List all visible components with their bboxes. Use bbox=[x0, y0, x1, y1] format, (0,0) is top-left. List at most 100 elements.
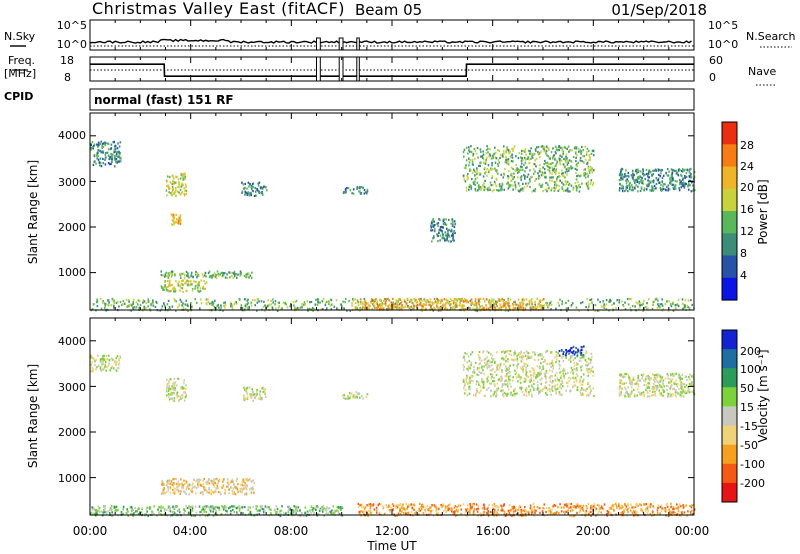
heatmap-cell bbox=[188, 507, 191, 510]
heatmap-cell bbox=[361, 301, 364, 304]
heatmap-cell bbox=[501, 357, 503, 360]
heatmap-cell bbox=[435, 301, 437, 304]
heatmap-cell bbox=[264, 505, 267, 508]
heatmap-cell bbox=[518, 190, 521, 193]
heatmap-cell bbox=[638, 176, 641, 179]
heatmap-cell bbox=[178, 182, 180, 185]
heatmap-cell bbox=[529, 180, 531, 183]
heatmap-cell bbox=[654, 393, 656, 396]
heatmap-cell bbox=[468, 150, 471, 153]
heatmap-cell bbox=[167, 387, 170, 390]
heatmap-cell bbox=[681, 377, 683, 380]
heatmap-cell bbox=[679, 183, 681, 186]
heatmap-cell bbox=[177, 509, 180, 512]
heatmap-cell bbox=[132, 307, 135, 311]
heatmap-cell bbox=[478, 363, 481, 366]
heatmap-cell bbox=[230, 303, 233, 306]
heatmap-cell bbox=[199, 479, 201, 482]
heatmap-cell bbox=[102, 157, 104, 161]
heatmap-cell bbox=[646, 390, 649, 393]
heatmap-cell bbox=[208, 487, 210, 490]
heatmap-cell bbox=[451, 218, 453, 221]
heatmap-cell bbox=[481, 386, 484, 389]
heatmap-cell bbox=[276, 508, 279, 511]
heatmap-cell bbox=[494, 161, 497, 164]
heatmap-cell bbox=[451, 238, 454, 242]
heatmap-cell bbox=[558, 184, 560, 188]
heatmap-cell bbox=[394, 305, 397, 308]
heatmap-cell bbox=[493, 180, 496, 183]
heatmap-cell bbox=[494, 146, 496, 149]
heatmap-cell bbox=[465, 307, 468, 310]
heatmap-cell bbox=[280, 307, 283, 310]
heatmap-cell bbox=[540, 354, 542, 357]
heatmap-cell bbox=[453, 298, 456, 301]
heatmap-cell bbox=[670, 174, 673, 177]
heatmap-cell bbox=[619, 373, 622, 376]
heatmap-cell bbox=[476, 367, 479, 370]
heatmap-cell bbox=[171, 305, 174, 308]
heatmap-cell bbox=[179, 217, 181, 220]
heatmap-cell bbox=[170, 270, 173, 273]
heatmap-cell bbox=[251, 394, 253, 397]
heatmap-cell bbox=[559, 157, 561, 160]
heatmap-cell bbox=[624, 172, 626, 176]
heatmap-cell bbox=[452, 308, 454, 311]
heatmap-cell bbox=[103, 505, 105, 509]
heatmap-cell bbox=[344, 189, 347, 192]
heatmap-cell bbox=[493, 390, 496, 393]
heatmap-cell bbox=[537, 374, 540, 377]
heatmap-cell bbox=[324, 508, 326, 511]
heatmap-cell bbox=[104, 511, 106, 514]
heatmap-cell bbox=[207, 505, 210, 509]
heatmap-cell bbox=[578, 184, 581, 187]
heatmap-cell bbox=[556, 159, 558, 162]
heatmap-cell bbox=[481, 378, 483, 381]
heatmap-cell bbox=[507, 177, 510, 180]
heatmap-cell bbox=[589, 371, 591, 374]
heatmap-cell bbox=[478, 370, 480, 373]
heatmap-cell bbox=[620, 178, 622, 181]
heatmap-cell bbox=[495, 169, 497, 172]
heatmap-cell bbox=[102, 162, 105, 165]
heatmap-cell bbox=[222, 484, 225, 487]
heatmap-cell bbox=[620, 382, 623, 385]
heatmap-cell bbox=[320, 508, 322, 512]
heatmap-cell bbox=[184, 509, 186, 512]
heatmap-cell bbox=[688, 179, 691, 182]
heatmap-cell bbox=[499, 303, 502, 306]
heatmap-cell bbox=[233, 510, 236, 514]
heatmap-cell bbox=[658, 384, 661, 387]
heatmap-cell bbox=[171, 392, 173, 395]
heatmap-cell bbox=[630, 386, 633, 389]
heatmap-cell bbox=[510, 358, 513, 361]
heatmap-cell bbox=[622, 305, 625, 308]
heatmap-cell bbox=[624, 308, 627, 311]
heatmap-cell bbox=[651, 186, 654, 189]
heatmap-cell bbox=[175, 505, 177, 508]
heatmap-cell bbox=[401, 505, 404, 508]
heatmap-cell bbox=[183, 187, 185, 190]
heatmap-cell bbox=[473, 394, 475, 397]
heatmap-cell bbox=[577, 161, 580, 164]
heatmap-cell bbox=[224, 508, 226, 511]
heatmap-cell bbox=[517, 298, 520, 301]
heatmap-cell bbox=[624, 507, 627, 510]
heatmap-cell bbox=[297, 307, 300, 310]
heatmap-cell bbox=[344, 301, 346, 304]
heatmap-cell bbox=[588, 386, 590, 389]
heatmap-cell bbox=[527, 149, 530, 152]
heatmap-cell bbox=[487, 307, 490, 310]
heatmap-cell bbox=[92, 358, 95, 361]
heatmap-cell bbox=[495, 351, 498, 354]
heatmap-cell bbox=[514, 352, 516, 355]
heatmap-cell bbox=[549, 375, 552, 378]
heatmap-cell bbox=[618, 174, 621, 177]
heatmap-cell bbox=[512, 363, 515, 367]
heatmap-cell bbox=[627, 180, 630, 183]
heatmap-cell bbox=[431, 301, 434, 304]
heatmap-cell bbox=[480, 150, 482, 153]
heatmap-cell bbox=[668, 170, 670, 173]
heatmap-cell bbox=[264, 510, 266, 513]
heatmap-cell bbox=[507, 160, 510, 163]
